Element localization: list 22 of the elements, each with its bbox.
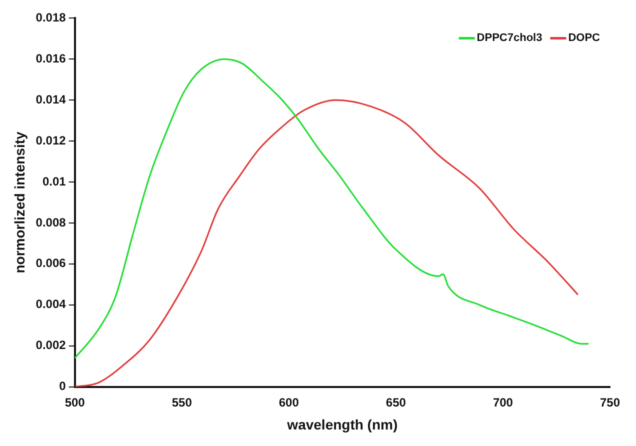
y-tick-label: 0.008: [36, 215, 66, 230]
y-tick-label: 0.002: [36, 338, 66, 352]
x-tick-label: 700: [492, 395, 514, 410]
y-tick-label: 0.006: [36, 256, 66, 270]
x-tick-label: 750: [600, 395, 620, 410]
y-tick-label: 0.014: [36, 92, 66, 106]
x-tick-label: 500: [64, 395, 86, 410]
y-tick-label: 0.016: [36, 51, 66, 66]
legend-label: DPPC7chol3: [476, 32, 542, 44]
x-tick-label: 650: [386, 395, 406, 410]
y-tick-label: 0: [59, 379, 66, 394]
y-tick-label: 0.01: [42, 174, 66, 188]
y-tick-label: 0.012: [36, 133, 66, 148]
y-axis-title: normorlized intensity: [11, 132, 28, 274]
y-tick-label: 0.018: [36, 10, 66, 25]
y-tick-label: 0.004: [36, 297, 66, 312]
x-tick-label: 600: [278, 395, 300, 410]
x-axis-title: wavelength (nm): [286, 416, 398, 432]
x-tick-label: 550: [172, 395, 192, 410]
line-series: [74, 58, 590, 359]
legend-label: DOPC: [568, 32, 600, 44]
line-series: [74, 99, 579, 387]
